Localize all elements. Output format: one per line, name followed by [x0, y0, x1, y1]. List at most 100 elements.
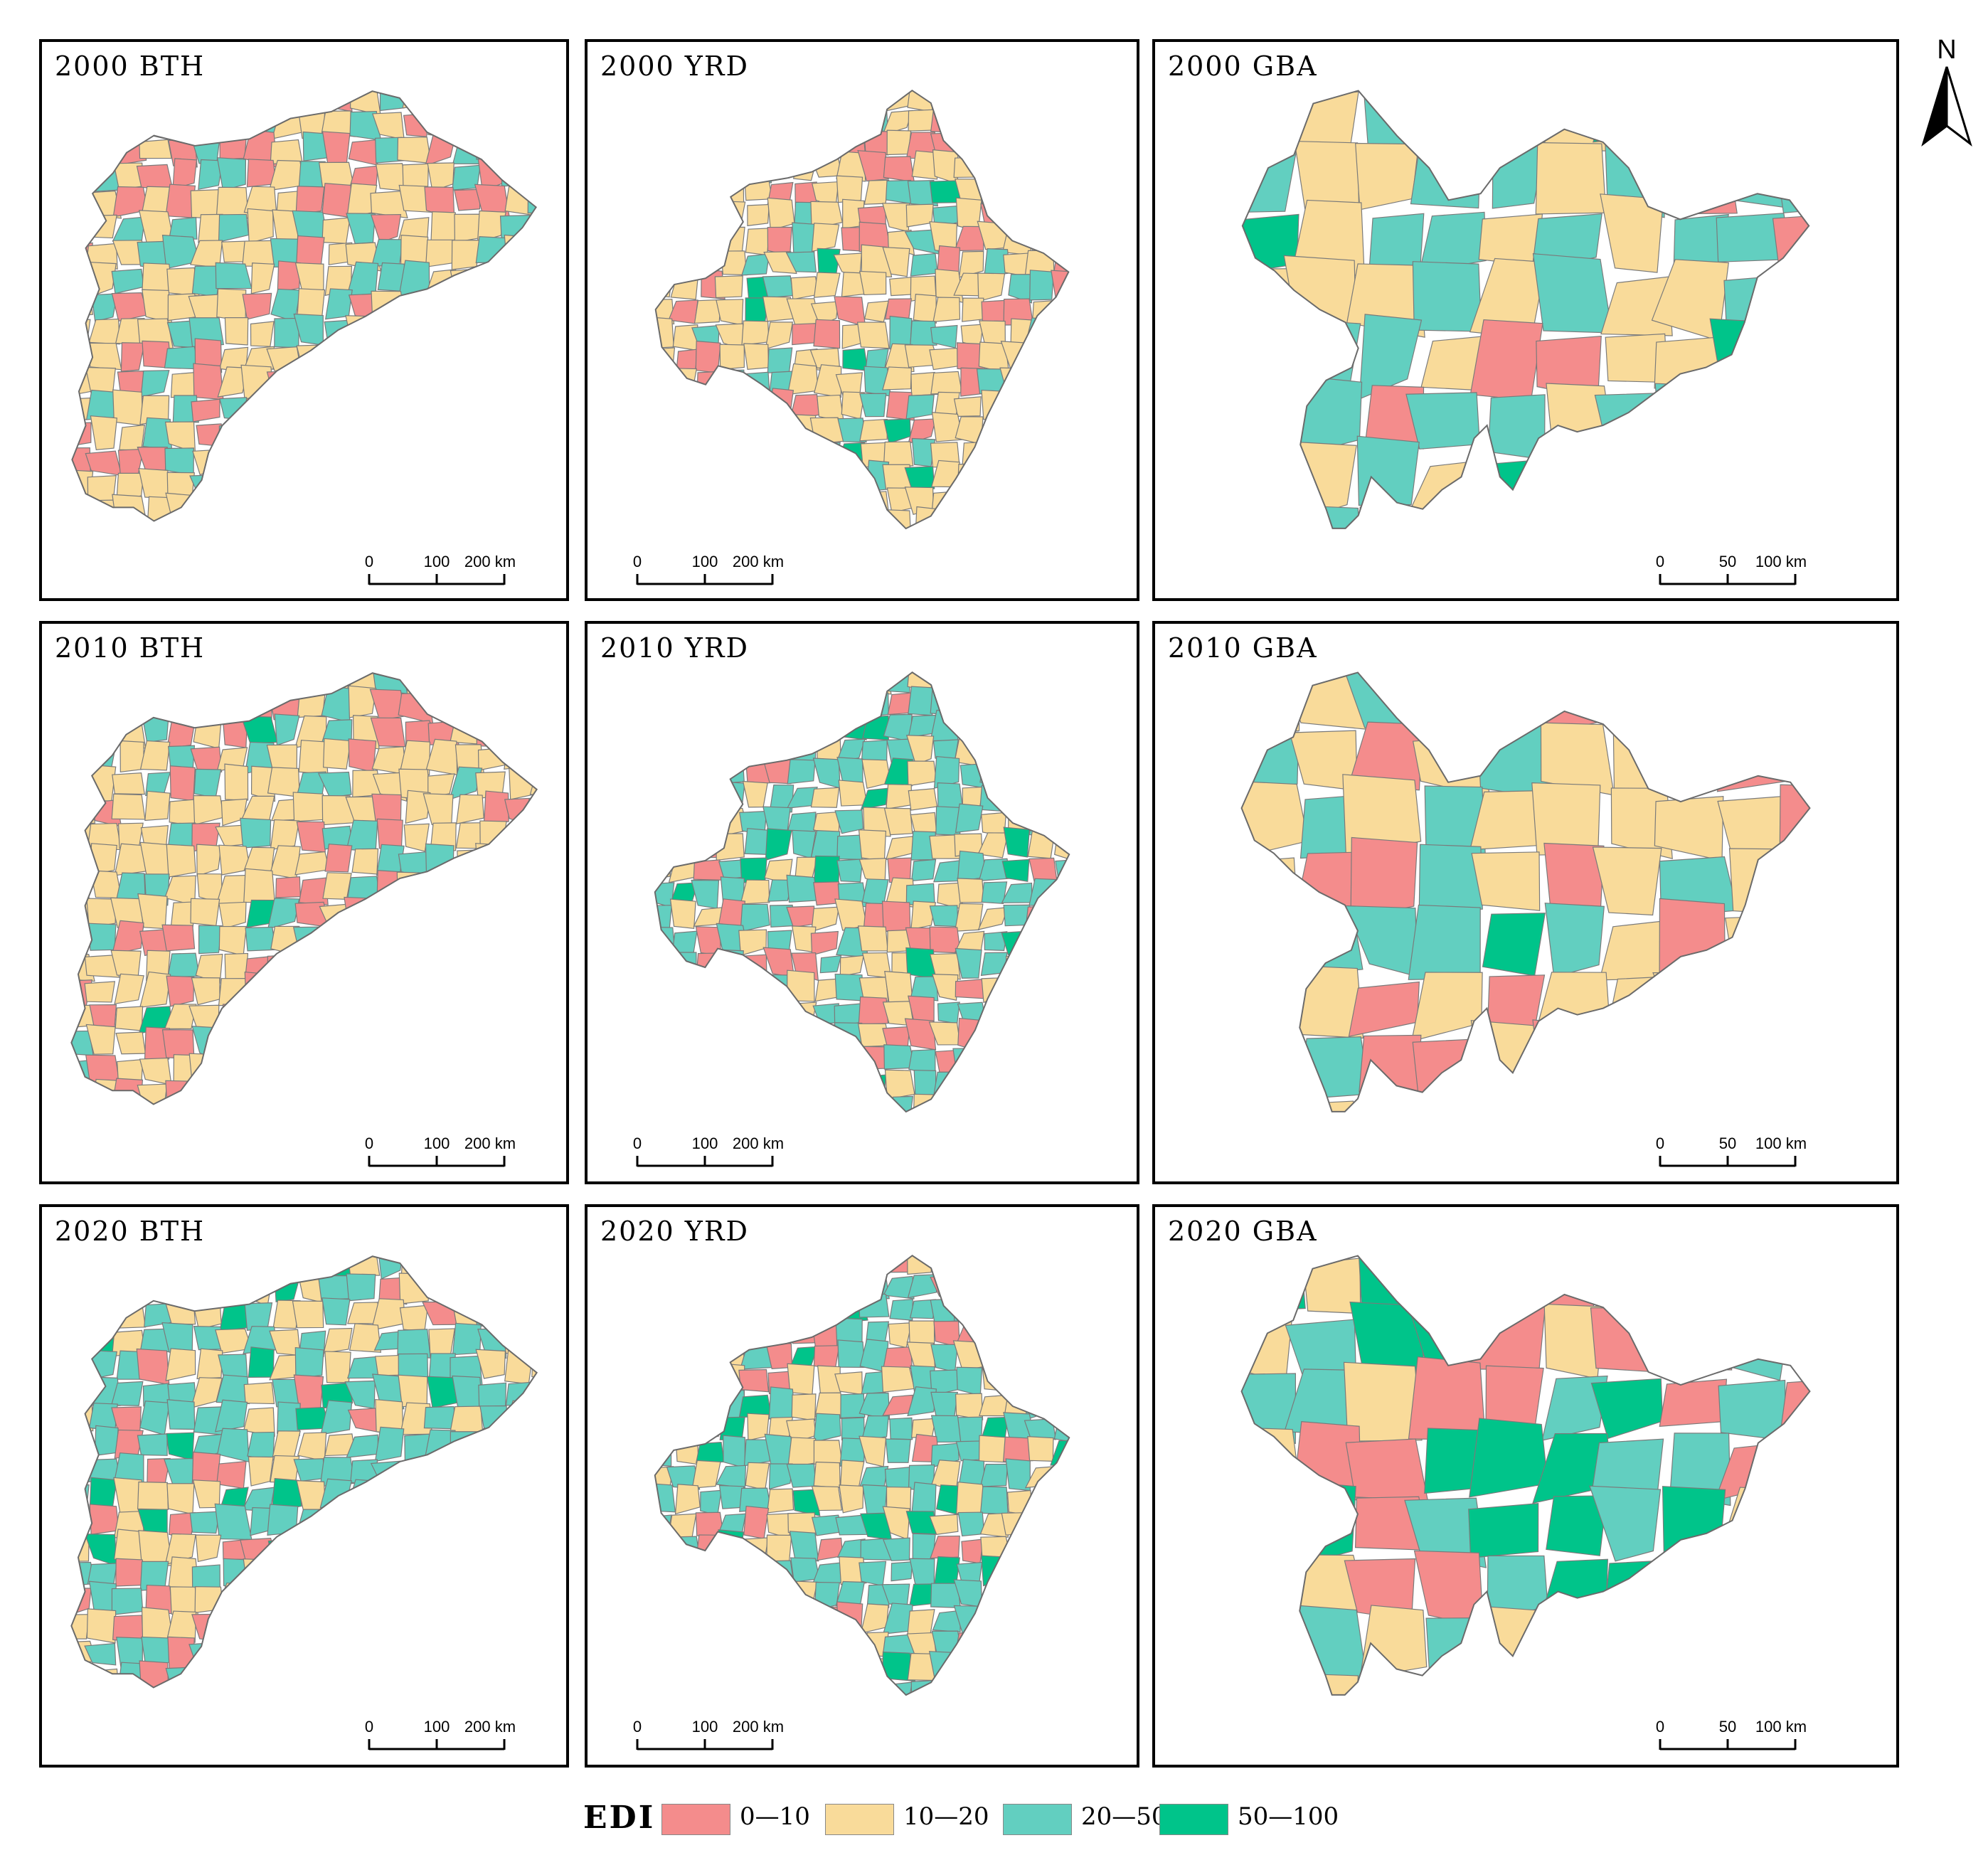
admin-unit — [1297, 1673, 1359, 1695]
map-region-yrd — [654, 671, 1070, 1113]
admin-unit — [1538, 1608, 1603, 1672]
admin-unit — [676, 1297, 699, 1325]
admin-unit — [292, 390, 327, 423]
admin-unit — [1718, 1379, 1786, 1441]
admin-unit — [745, 1675, 769, 1696]
admin-unit — [85, 1054, 120, 1083]
admin-unit — [479, 397, 511, 425]
admin-unit — [400, 1460, 433, 1487]
admin-unit — [323, 341, 351, 371]
admin-unit — [1724, 1315, 1791, 1381]
admin-unit — [376, 1666, 405, 1688]
scale-tick-label: 50 — [1719, 1718, 1736, 1736]
admin-unit — [273, 472, 301, 499]
admin-unit — [528, 162, 536, 191]
scale-tick-label: 200 km — [464, 1134, 516, 1152]
admin-unit — [787, 1680, 817, 1696]
admin-unit — [720, 484, 749, 516]
admin-unit — [668, 1415, 697, 1443]
admin-unit — [144, 790, 171, 822]
admin-unit — [398, 1000, 430, 1034]
admin-unit — [503, 693, 537, 718]
admin-unit — [398, 1663, 428, 1688]
admin-unit — [191, 686, 225, 719]
admin-unit — [791, 90, 817, 107]
admin-unit — [910, 900, 937, 930]
admin-unit — [216, 91, 246, 110]
admin-unit — [191, 398, 220, 423]
admin-unit — [654, 1413, 673, 1443]
admin-unit — [694, 1629, 721, 1654]
admin-unit — [1056, 809, 1070, 836]
admin-unit — [811, 1654, 844, 1683]
admin-unit — [528, 1325, 537, 1358]
admin-unit — [455, 689, 485, 721]
admin-unit — [979, 1000, 1009, 1027]
admin-unit — [655, 415, 676, 444]
admin-unit — [1652, 1625, 1725, 1676]
admin-unit — [1662, 1486, 1726, 1569]
admin-unit — [866, 512, 892, 529]
admin-unit — [297, 1432, 327, 1462]
admin-unit — [765, 487, 794, 516]
admin-unit — [696, 713, 725, 738]
admin-unit — [883, 441, 914, 468]
admin-unit — [190, 91, 221, 113]
admin-unit — [72, 269, 91, 297]
admin-unit — [977, 832, 1009, 859]
admin-unit — [218, 423, 247, 450]
legend-label: 20—50 — [1081, 1802, 1167, 1831]
admin-unit — [428, 396, 456, 423]
admin-unit — [293, 1689, 325, 1721]
admin-unit — [426, 1562, 457, 1586]
admin-unit — [270, 418, 299, 447]
admin-unit — [216, 1667, 246, 1688]
admin-unit — [240, 1660, 278, 1688]
admin-unit — [1031, 368, 1055, 398]
admin-unit — [1779, 270, 1809, 339]
admin-unit — [723, 1435, 745, 1469]
admin-unit — [785, 251, 817, 273]
admin-unit — [1051, 900, 1070, 931]
admin-unit — [509, 1483, 534, 1514]
admin-unit — [475, 1511, 512, 1541]
admin-unit — [1002, 176, 1030, 206]
admin-unit — [1784, 917, 1810, 979]
admin-unit — [885, 1681, 913, 1696]
admin-unit — [267, 898, 300, 930]
admin-unit — [349, 1323, 382, 1353]
admin-unit — [424, 945, 457, 982]
admin-unit — [345, 1007, 378, 1032]
admin-unit — [139, 740, 171, 771]
choropleth-map — [70, 672, 538, 1105]
admin-unit — [673, 174, 701, 206]
admin-unit — [450, 1659, 487, 1688]
admin-unit — [1005, 1338, 1036, 1372]
admin-unit — [955, 979, 986, 999]
admin-unit — [166, 844, 196, 878]
admin-unit — [506, 369, 533, 399]
admin-unit — [477, 1483, 508, 1514]
admin-unit — [691, 179, 720, 208]
admin-unit — [908, 714, 936, 738]
admin-unit — [474, 91, 505, 112]
admin-unit — [1026, 152, 1056, 184]
admin-unit — [294, 1029, 324, 1057]
admin-unit — [1541, 1375, 1608, 1441]
admin-unit — [85, 111, 117, 137]
admin-unit — [738, 1630, 767, 1659]
admin-unit — [696, 952, 722, 977]
admin-unit — [88, 673, 120, 695]
admin-unit — [299, 368, 326, 394]
admin-unit — [347, 1557, 378, 1587]
admin-unit — [741, 1657, 770, 1681]
admin-unit — [787, 1069, 817, 1099]
admin-unit — [528, 1277, 537, 1301]
admin-unit — [1053, 740, 1070, 762]
admin-unit — [692, 979, 723, 999]
admin-unit — [71, 1614, 90, 1640]
admin-unit — [1003, 410, 1031, 442]
scale-tick-label: 100 — [424, 1134, 450, 1152]
admin-unit — [71, 686, 90, 718]
admin-unit — [720, 109, 745, 137]
